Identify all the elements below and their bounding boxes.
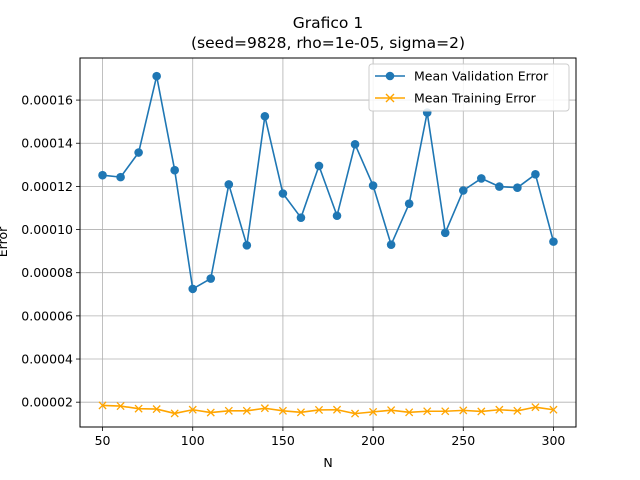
data-point [423, 407, 432, 416]
y-tick-label: 0.00016 [21, 93, 73, 108]
data-point [242, 241, 252, 250]
legend-box [368, 63, 570, 112]
chart-title: Grafico 1 [293, 14, 363, 32]
data-point [495, 405, 504, 414]
plot-frame [79, 57, 577, 428]
x-axis-label: N [323, 455, 332, 470]
data-point [134, 404, 143, 413]
grid [80, 58, 576, 427]
data-point [188, 405, 197, 414]
data-point [152, 405, 161, 414]
y-tick-label: 0.00008 [21, 265, 73, 280]
data-point [404, 199, 414, 208]
x-axis-ticks: 50 100 150 200 250 300 [95, 427, 566, 448]
data-point [206, 274, 216, 283]
data-point [350, 140, 360, 149]
data-point [477, 174, 486, 183]
data-point [459, 406, 468, 415]
data-point [152, 71, 161, 81]
data-point [242, 406, 251, 415]
data-point [260, 404, 269, 413]
series-layer [98, 71, 558, 418]
data-point [405, 408, 414, 417]
data-point [296, 213, 306, 222]
data-point [386, 240, 396, 249]
data-point [477, 407, 486, 416]
data-point [116, 172, 125, 182]
legend: Mean Validation Error Mean Training Erro… [368, 63, 570, 112]
data-point [549, 237, 558, 246]
data-point [188, 284, 198, 294]
legend-validation-marker [385, 71, 395, 81]
data-point [369, 407, 378, 416]
x-tick-label: 200 [361, 433, 385, 448]
y-tick-label: 0.00010 [21, 222, 73, 237]
x-tick-label: 100 [181, 433, 205, 448]
data-point [350, 409, 360, 418]
data-point [440, 228, 450, 238]
x-tick-label: 250 [451, 433, 475, 448]
data-point [332, 211, 342, 221]
data-point [170, 165, 179, 175]
series-1 [98, 401, 558, 418]
legend-validation-label: Mean Validation Error [414, 69, 549, 84]
x-tick-label: 150 [271, 433, 295, 448]
data-point [278, 406, 287, 415]
data-point [495, 182, 504, 191]
series-line [102, 404, 554, 415]
data-point [170, 409, 179, 418]
legend-training-marker [385, 93, 395, 103]
data-point [296, 408, 306, 417]
data-point [513, 406, 522, 415]
y-tick-label: 0.00004 [21, 352, 73, 367]
x-tick-label: 50 [95, 433, 111, 448]
data-point [387, 406, 396, 415]
data-point [513, 183, 522, 192]
data-point [531, 170, 540, 179]
y-tick-label: 0.00012 [21, 179, 73, 194]
data-point [531, 403, 540, 412]
data-point [458, 186, 468, 195]
y-tick-label: 0.00014 [21, 136, 73, 151]
chart-subtitle: (seed=9828, rho=1e-05, sigma=2) [191, 34, 465, 52]
data-point [206, 408, 215, 417]
y-axis-ticks: 0.00002 0.00004 0.00006 0.00008 0.00010 0.000… [21, 93, 80, 410]
data-point [116, 402, 125, 411]
data-point [98, 170, 107, 180]
data-point [441, 407, 450, 416]
data-point [98, 401, 107, 410]
legend-training-label: Mean Training Error [414, 91, 537, 106]
data-point [260, 111, 270, 121]
data-point [134, 148, 143, 157]
data-point [314, 405, 324, 415]
data-point [278, 189, 288, 198]
data-point [368, 181, 378, 190]
data-point [332, 405, 342, 414]
data-point [224, 406, 233, 415]
y-tick-label: 0.00002 [21, 395, 73, 410]
y-tick-label: 0.00006 [21, 308, 73, 323]
data-point [549, 405, 558, 414]
y-axis-label: Error [0, 226, 10, 257]
data-point [314, 161, 324, 171]
x-tick-label: 300 [542, 433, 566, 448]
data-point [224, 180, 234, 189]
series-0 [98, 71, 558, 294]
